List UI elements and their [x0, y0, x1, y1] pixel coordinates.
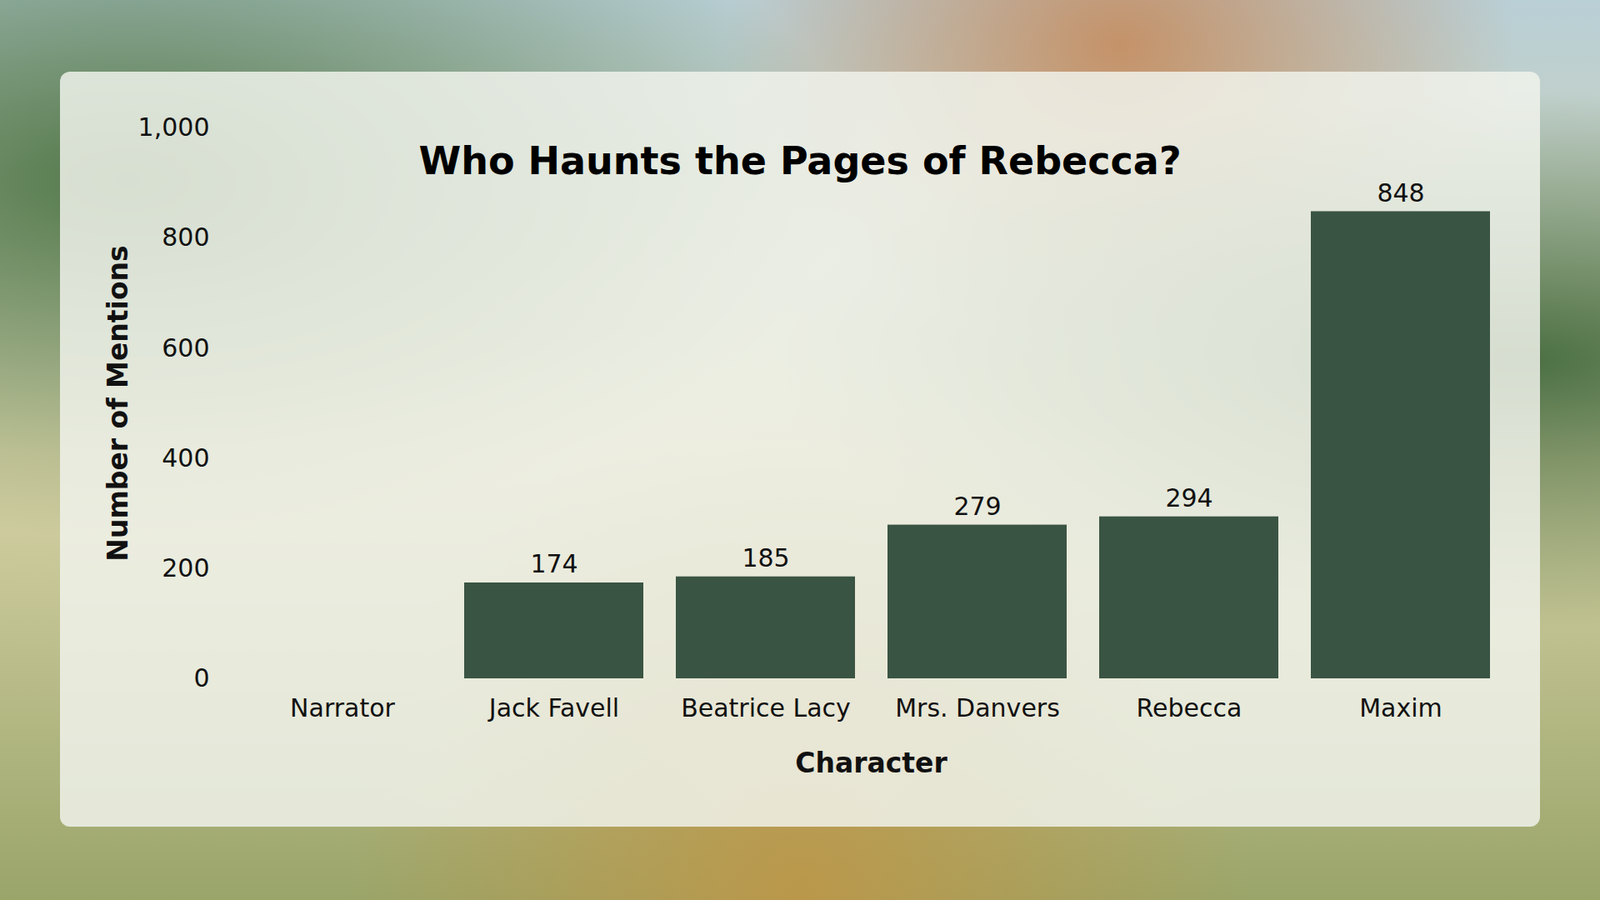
svg-text:294: 294	[1165, 483, 1213, 513]
svg-text:Narrator: Narrator	[290, 693, 395, 723]
svg-text:Beatrice Lacy: Beatrice Lacy	[680, 693, 851, 723]
svg-text:Character: Character	[795, 746, 948, 780]
svg-text:848: 848	[1376, 178, 1425, 208]
svg-text:Jack Favell: Jack Favell	[487, 693, 620, 723]
svg-text:1,000: 1,000	[138, 112, 210, 142]
svg-text:185: 185	[741, 543, 790, 573]
svg-text:174: 174	[530, 549, 578, 579]
svg-text:Rebecca: Rebecca	[1136, 693, 1243, 723]
svg-text:279: 279	[953, 491, 1001, 521]
html-text:Who Haunts the Pages of Rebecc: Who Haunts the Pages of Rebecca?	[418, 138, 1182, 184]
svg-text:200: 200	[161, 553, 210, 583]
svg-text:400: 400	[161, 443, 210, 473]
svg-text:800: 800	[161, 222, 210, 252]
svg-text:Mrs. Danvers: Mrs. Danvers	[895, 693, 1060, 723]
svg-text:Maxim: Maxim	[1359, 693, 1443, 723]
svg-text:0: 0	[193, 663, 210, 693]
svg-text:600: 600	[161, 333, 210, 363]
svg-text:Number of Mentions: Number of Mentions	[101, 245, 135, 561]
